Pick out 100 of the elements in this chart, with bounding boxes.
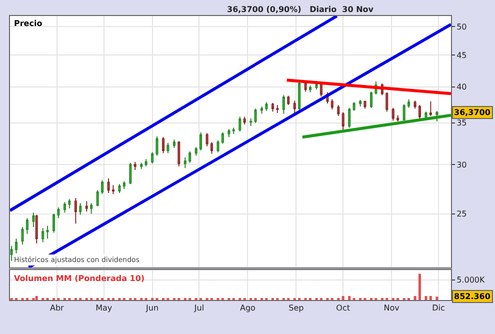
candlestick bbox=[216, 140, 220, 153]
candlestick bbox=[337, 104, 340, 117]
candlestick bbox=[436, 110, 438, 122]
x-tick-label: Dic bbox=[432, 304, 445, 313]
candlestick bbox=[232, 127, 235, 134]
chart-title: 36,3700 (0,90%) Diario 30 Nov bbox=[227, 5, 374, 14]
candlestick bbox=[330, 98, 334, 110]
candlestick bbox=[206, 132, 208, 147]
bar bbox=[414, 296, 416, 300]
candlestick bbox=[63, 202, 66, 214]
y-tick-label: 35 bbox=[456, 118, 467, 128]
candlestick bbox=[265, 102, 268, 112]
annotation: 852.360 bbox=[454, 292, 491, 301]
candlestick bbox=[101, 180, 104, 194]
y-tick-label: 25 bbox=[456, 210, 467, 219]
candlestick bbox=[348, 107, 351, 128]
candlestick bbox=[386, 92, 388, 112]
y-tick-label: 40 bbox=[456, 82, 467, 92]
candlestick bbox=[424, 111, 428, 119]
candlestick bbox=[134, 161, 136, 170]
candlestick bbox=[166, 142, 170, 154]
candlestick bbox=[260, 106, 264, 114]
bar bbox=[348, 296, 351, 300]
x-tick-label: Oct bbox=[336, 304, 350, 313]
y-tick-label: 45 bbox=[456, 50, 467, 60]
candlestick bbox=[200, 132, 202, 151]
candlestick bbox=[414, 100, 416, 110]
candlestick bbox=[342, 112, 344, 130]
candlestick bbox=[221, 132, 224, 144]
candlestick bbox=[250, 118, 252, 126]
bar bbox=[436, 296, 438, 300]
bar bbox=[424, 296, 428, 300]
candlestick bbox=[429, 100, 432, 117]
candlestick bbox=[184, 156, 186, 169]
candlestick bbox=[293, 100, 296, 114]
x-tick-label: Jul bbox=[193, 304, 204, 313]
candlestick bbox=[228, 128, 230, 138]
candlestick bbox=[243, 116, 246, 125]
candlestick bbox=[276, 104, 279, 114]
candlestick bbox=[370, 91, 373, 108]
candlestick bbox=[392, 107, 394, 122]
bar bbox=[35, 296, 38, 300]
candlestick bbox=[112, 184, 114, 194]
candlestick bbox=[304, 81, 307, 92]
candlestick bbox=[308, 85, 312, 93]
candlestick bbox=[52, 213, 56, 234]
candlestick bbox=[129, 162, 132, 185]
candlestick bbox=[144, 158, 148, 167]
candlestick bbox=[396, 114, 400, 122]
x-tick-label: Ago bbox=[240, 304, 256, 313]
candlestick bbox=[14, 238, 18, 254]
candlestick bbox=[172, 139, 176, 148]
candlestick bbox=[46, 225, 49, 240]
candlestick bbox=[188, 150, 192, 164]
candlestick bbox=[26, 218, 28, 234]
candlestick bbox=[96, 189, 99, 207]
candlestick bbox=[408, 98, 410, 108]
candlestick bbox=[122, 180, 126, 190]
candlestick bbox=[42, 228, 44, 243]
y-tick-label: 5.000K bbox=[456, 276, 486, 285]
candlestick bbox=[298, 80, 301, 111]
candlestick bbox=[271, 102, 274, 112]
annotation: 36,3700 bbox=[454, 108, 491, 117]
bar bbox=[418, 274, 421, 300]
candlestick bbox=[162, 136, 165, 154]
x-tick-label: May bbox=[96, 304, 112, 313]
candlestick bbox=[254, 108, 257, 124]
candlestick bbox=[320, 82, 322, 97]
candlestick bbox=[418, 104, 421, 120]
candlestick bbox=[178, 140, 180, 167]
y-tick-label: 30 bbox=[456, 160, 467, 170]
candlestick bbox=[352, 102, 356, 112]
candlestick bbox=[21, 226, 24, 246]
candlestick bbox=[10, 245, 13, 262]
candlestick bbox=[90, 202, 93, 214]
x-tick-label: Jun bbox=[145, 304, 159, 313]
x-tick-label: Sep bbox=[288, 304, 304, 313]
candlestick bbox=[151, 152, 154, 164]
candlestick bbox=[287, 95, 290, 106]
candlestick bbox=[140, 162, 143, 170]
candlestick bbox=[238, 116, 242, 132]
bar bbox=[342, 296, 344, 300]
x-tick-label: Nov bbox=[384, 304, 400, 313]
annotation: Precio bbox=[14, 19, 43, 28]
candlestick bbox=[118, 184, 121, 194]
candlestick bbox=[364, 100, 366, 110]
candlestick bbox=[156, 136, 158, 156]
candlestick bbox=[402, 104, 406, 122]
candlestick bbox=[85, 200, 88, 212]
candlestick bbox=[57, 206, 60, 219]
candlestick bbox=[35, 214, 38, 244]
candlestick bbox=[79, 202, 82, 216]
candlestick bbox=[210, 142, 213, 154]
candlestick bbox=[32, 212, 35, 228]
y-tick-label: 50 bbox=[456, 22, 467, 32]
candlestick bbox=[74, 198, 77, 224]
candlestick bbox=[68, 198, 71, 209]
candlestick bbox=[107, 178, 110, 194]
candlestick bbox=[194, 146, 198, 156]
candlestick bbox=[282, 94, 285, 114]
